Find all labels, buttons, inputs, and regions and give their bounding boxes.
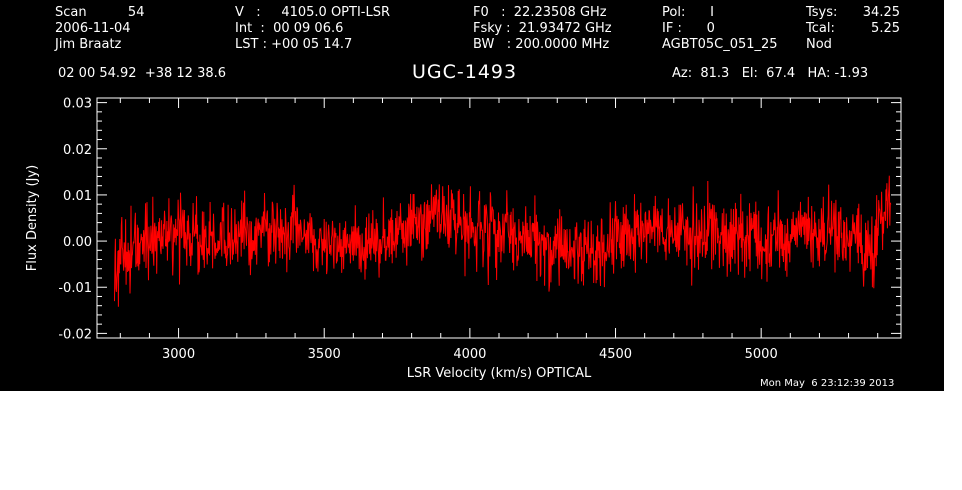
x-tick-label: 3000 — [162, 347, 195, 362]
axis-ticks — [97, 98, 901, 338]
project-label: AGBT05C_051_25 — [662, 37, 778, 52]
tsys-value: 34.25 — [862, 5, 900, 20]
y-tick-label: 0.03 — [63, 97, 92, 112]
x-tick-label: 4000 — [453, 347, 486, 362]
y-tick-label: 0.02 — [63, 143, 92, 158]
observer-label: Jim Braatz — [55, 37, 122, 52]
spectrum-series — [114, 175, 892, 307]
bandwidth-label: BW : 200.0000 MHz — [473, 37, 610, 52]
y-tick-label: 0.00 — [63, 235, 92, 250]
polarization-label: Pol: I — [662, 5, 714, 20]
x-tick-label: 3500 — [308, 347, 341, 362]
x-axis-label: LSR Velocity (km/s) OPTICAL — [407, 366, 592, 381]
plot-panel: Scan 54 2006-11-04 Jim Braatz V : 4105.0… — [0, 0, 944, 391]
tcal-value: 5.25 — [871, 21, 900, 36]
nod-label: Nod — [806, 37, 832, 52]
rest-freq-label: F0 : 22.23508 GHz — [473, 5, 607, 20]
lst-label: LST : +00 05 14.7 — [235, 37, 353, 52]
source-coordinates: 02 00 54.92 +38 12 38.6 — [58, 66, 227, 81]
spectrum-chart: -0.02 -0.01 0.00 0.01 0.02 0.03 3000 3500 4000 4… — [25, 97, 902, 381]
plot-frame — [96, 97, 902, 339]
y-tick-label: -0.01 — [58, 281, 92, 296]
y-axis-label: Flux Density (Jy) — [25, 165, 40, 271]
y-tick-label: -0.02 — [58, 327, 92, 342]
integration-label: Int : 00 09 06.6 — [235, 21, 344, 36]
date-label: 2006-11-04 — [55, 21, 131, 36]
y-tick-label: 0.01 — [63, 189, 92, 204]
tcal-label: Tcal: — [806, 21, 835, 36]
y-tick-labels: -0.02 -0.01 0.00 0.01 0.02 0.03 — [58, 97, 92, 343]
timestamp: Mon May 6 23:12:39 2013 — [760, 378, 895, 389]
sky-freq-label: Fsky : 21.93472 GHz — [473, 21, 612, 36]
chart-title: UGC-1493 — [412, 61, 518, 83]
if-label: IF : 0 — [662, 21, 715, 36]
x-tick-labels: 3000 3500 4000 4500 5000 — [162, 347, 778, 362]
pointing-info: Az: 81.3 El: 67.4 HA: -1.93 — [672, 66, 869, 81]
x-tick-label: 4500 — [599, 347, 632, 362]
scan-label: Scan 54 — [55, 5, 145, 20]
tsys-label: Tsys: — [806, 5, 838, 20]
x-tick-label: 5000 — [745, 347, 778, 362]
velocity-label: V : 4105.0 OPTI-LSR — [235, 5, 391, 20]
